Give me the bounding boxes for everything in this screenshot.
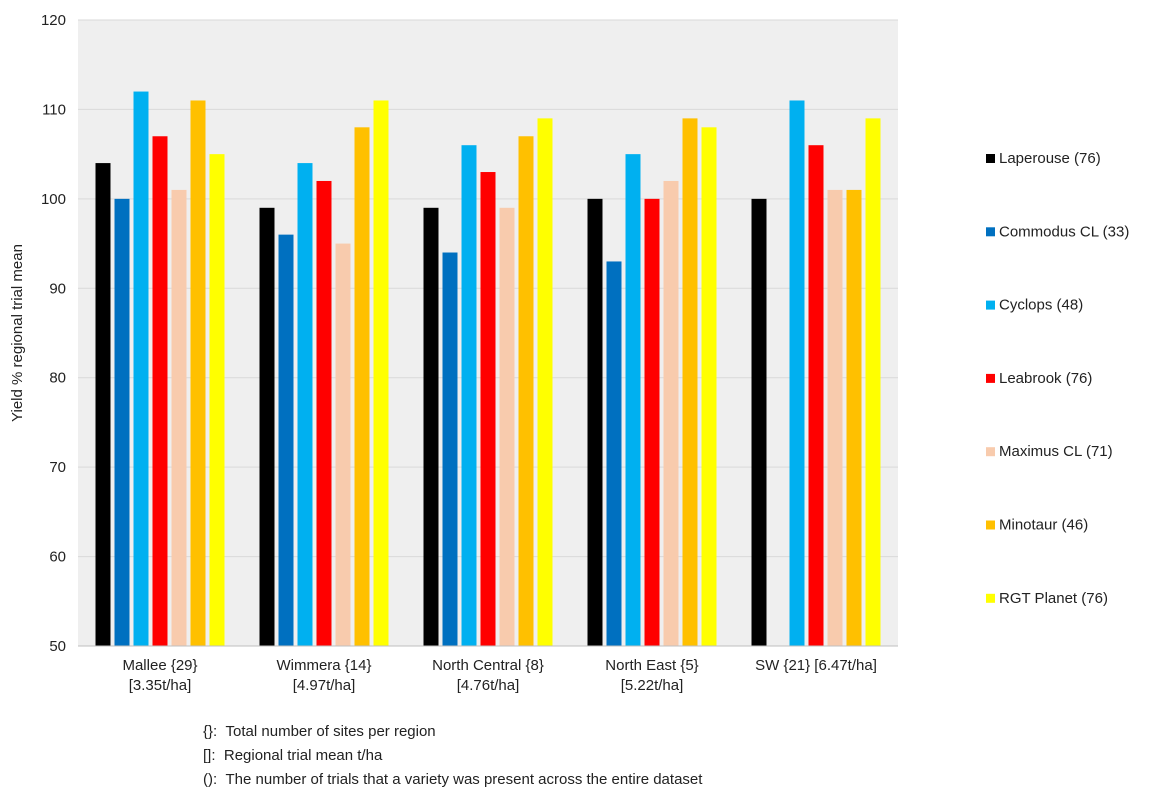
bar bbox=[133, 91, 149, 647]
legend-swatch bbox=[986, 373, 995, 383]
bar bbox=[316, 180, 332, 646]
x-category-label: [4.76t/ha] bbox=[457, 677, 520, 694]
bar bbox=[152, 136, 168, 646]
legend-label: RGT Planet (76) bbox=[999, 590, 1108, 607]
legend-swatch bbox=[986, 520, 995, 530]
bar bbox=[625, 154, 641, 646]
y-tick-label: 120 bbox=[41, 12, 66, 29]
legend-label: Leabrook (76) bbox=[999, 370, 1092, 387]
bar bbox=[297, 163, 313, 647]
x-category-label: North East {5} bbox=[605, 657, 698, 674]
bar bbox=[95, 163, 111, 647]
y-axis-title: Yield % regional trial mean bbox=[9, 244, 26, 422]
x-category-label: North Central {8} bbox=[432, 657, 544, 674]
y-tick-label: 100 bbox=[41, 191, 66, 208]
y-tick-label: 80 bbox=[49, 370, 66, 387]
bar bbox=[171, 189, 187, 646]
bar bbox=[644, 198, 660, 646]
bar bbox=[808, 145, 824, 646]
legend-label: Laperouse (76) bbox=[999, 150, 1101, 167]
bar bbox=[442, 252, 458, 646]
bar bbox=[682, 118, 698, 646]
x-category-label: Wimmera {14} bbox=[276, 657, 371, 674]
legend-swatch bbox=[986, 447, 995, 457]
x-category-label: SW {21} [6.47t/ha] bbox=[755, 657, 877, 674]
bar bbox=[663, 180, 679, 646]
legend-swatch bbox=[986, 227, 995, 237]
bars bbox=[78, 91, 898, 647]
bar bbox=[190, 100, 206, 646]
legend-swatch bbox=[986, 154, 995, 163]
bar bbox=[846, 189, 862, 646]
x-axis-categories: Mallee {29} [3.35t/ha] Wimmera {14} [4.97t/… bbox=[122, 657, 876, 694]
x-category-label: [3.35t/ha] bbox=[129, 677, 192, 694]
footnotes: {}: Total number of sites per region []:… bbox=[203, 720, 702, 792]
bar bbox=[335, 243, 351, 647]
bar bbox=[499, 207, 515, 647]
x-category-label: [4.97t/ha] bbox=[293, 677, 356, 694]
bar bbox=[827, 189, 843, 646]
bar bbox=[373, 100, 389, 646]
footnote-sites: {}: Total number of sites per region bbox=[203, 723, 436, 740]
legend: Laperouse (76) Commodus CL (33) Cyclops (4… bbox=[986, 150, 1129, 607]
bar bbox=[587, 198, 603, 646]
footnote-mean: []: Regional trial mean t/ha bbox=[203, 747, 383, 764]
bar bbox=[278, 234, 294, 646]
yield-chart: 50 60 70 80 90 100 110 120 Mallee {29} [3.35t/ha… bbox=[9, 12, 1129, 694]
y-tick-label: 50 bbox=[49, 638, 66, 655]
legend-swatch bbox=[986, 593, 995, 603]
bar bbox=[865, 118, 881, 646]
legend-label: Cyclops (48) bbox=[999, 297, 1083, 314]
bar bbox=[114, 198, 130, 646]
bar bbox=[537, 118, 553, 646]
bar bbox=[259, 207, 275, 647]
legend-label: Maximus CL (71) bbox=[999, 443, 1113, 460]
bar bbox=[354, 127, 370, 647]
legend-label: Minotaur (46) bbox=[999, 517, 1088, 534]
y-tick-label: 110 bbox=[42, 101, 66, 118]
bar bbox=[518, 136, 534, 646]
bar bbox=[423, 207, 439, 647]
bar bbox=[751, 198, 767, 646]
bar bbox=[701, 127, 717, 647]
footnote-trials: (): The number of trials that a variety … bbox=[203, 771, 703, 788]
y-axis-ticks: 50 60 70 80 90 100 110 120 bbox=[41, 12, 66, 655]
bar bbox=[461, 145, 477, 646]
bar bbox=[209, 154, 225, 646]
y-tick-label: 70 bbox=[49, 459, 66, 476]
y-tick-label: 60 bbox=[49, 549, 66, 566]
bar bbox=[480, 172, 496, 646]
legend-label: Commodus CL (33) bbox=[999, 223, 1129, 240]
x-category-label: [5.22t/ha] bbox=[621, 677, 684, 694]
bar bbox=[789, 100, 805, 646]
bar bbox=[606, 261, 622, 646]
legend-swatch bbox=[986, 300, 995, 310]
y-tick-label: 90 bbox=[49, 280, 66, 297]
x-category-label: Mallee {29} bbox=[122, 657, 197, 674]
